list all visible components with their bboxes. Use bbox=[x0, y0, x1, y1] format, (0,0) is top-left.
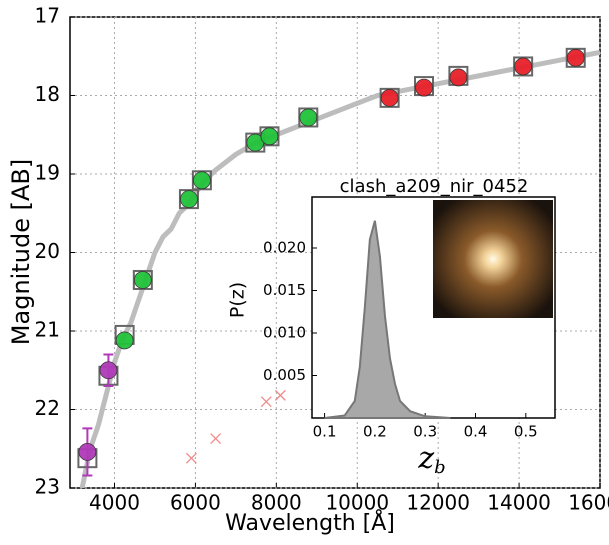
x-tick-label: 8000 bbox=[251, 491, 302, 515]
model-square bbox=[298, 107, 319, 128]
y-tick-label: 0.020 bbox=[263, 239, 306, 257]
y-axis-label: Magnitude [AB] bbox=[7, 159, 35, 345]
pz-area bbox=[324, 220, 451, 419]
data-point bbox=[260, 127, 279, 146]
x-tick-label: 0.3 bbox=[413, 423, 437, 441]
data-point bbox=[514, 57, 533, 76]
data-point bbox=[566, 48, 585, 67]
data-point bbox=[99, 361, 118, 380]
upper-limit-cross bbox=[274, 389, 286, 401]
x-tick-label: 6000 bbox=[170, 491, 221, 515]
y-tick-label: 20 bbox=[35, 239, 60, 263]
x-tick-label: 0.1 bbox=[313, 423, 337, 441]
upper-limit-cross bbox=[210, 433, 222, 445]
y-tick-label: 0.005 bbox=[263, 366, 306, 384]
model-square bbox=[132, 269, 153, 290]
x-tick-label: 10000 bbox=[325, 491, 389, 515]
data-point bbox=[192, 171, 211, 190]
inset-x-label-sub: b bbox=[434, 457, 446, 478]
data-point bbox=[180, 190, 198, 209]
model-square bbox=[379, 87, 400, 108]
y-tick-label: 0.015 bbox=[263, 281, 306, 299]
model-square bbox=[191, 170, 212, 191]
data-point bbox=[415, 78, 433, 97]
data-point bbox=[299, 108, 318, 127]
x-tick-label: 16000 bbox=[568, 491, 609, 515]
x-tick-label: 0.5 bbox=[514, 423, 538, 441]
y-tick-label: 21 bbox=[35, 318, 60, 342]
x-tick-label: 4000 bbox=[89, 491, 140, 515]
x-tick-label: 0.2 bbox=[363, 423, 387, 441]
galaxy-image bbox=[433, 200, 553, 318]
y-tick-label: 0.010 bbox=[263, 324, 306, 342]
upper-limit-cross bbox=[185, 452, 197, 464]
upper-limit-cross bbox=[260, 396, 272, 408]
x-tick-label: 14000 bbox=[487, 491, 551, 515]
inset-x-label: zb bbox=[417, 441, 445, 478]
data-point bbox=[449, 68, 468, 87]
inset-title: clash_a209_nir_0452 bbox=[340, 176, 529, 197]
y-tick-label: 18 bbox=[35, 82, 60, 106]
model-square bbox=[178, 189, 199, 210]
y-tick-label: 23 bbox=[35, 475, 60, 499]
x-tick-label: 0.4 bbox=[464, 423, 488, 441]
y-tick-label: 22 bbox=[35, 396, 60, 420]
inset-x-label-main: z bbox=[417, 441, 434, 476]
x-axis-label: Wavelength [Å] bbox=[225, 509, 395, 536]
inset-y-label: P(z) bbox=[227, 282, 249, 318]
data-point bbox=[115, 331, 134, 350]
x-tick-label: 12000 bbox=[406, 491, 470, 515]
data-point bbox=[133, 271, 152, 289]
model-square bbox=[513, 56, 534, 77]
model-square bbox=[565, 47, 586, 68]
plot-area bbox=[77, 47, 600, 488]
y-tick-label: 19 bbox=[35, 161, 60, 185]
data-point bbox=[78, 442, 97, 461]
data-point bbox=[380, 88, 399, 107]
y-tick-label: 17 bbox=[35, 4, 60, 28]
